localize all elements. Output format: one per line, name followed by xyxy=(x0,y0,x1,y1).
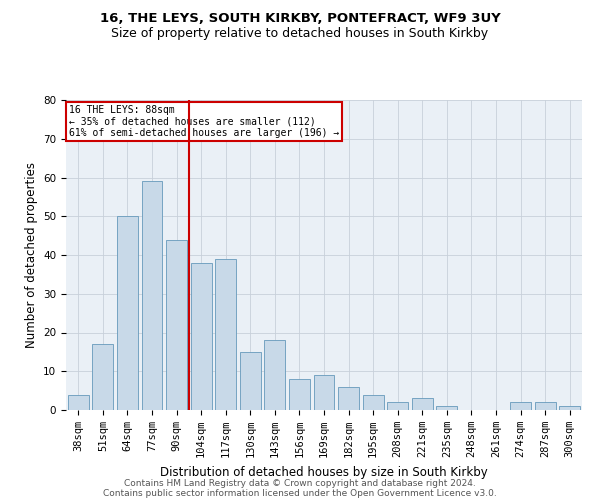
Bar xyxy=(289,379,310,410)
X-axis label: Distribution of detached houses by size in South Kirkby: Distribution of detached houses by size … xyxy=(160,466,488,478)
Bar xyxy=(559,406,580,410)
Bar xyxy=(265,340,286,410)
Bar xyxy=(412,398,433,410)
Y-axis label: Number of detached properties: Number of detached properties xyxy=(25,162,38,348)
Bar xyxy=(338,387,359,410)
Text: Contains public sector information licensed under the Open Government Licence v3: Contains public sector information licen… xyxy=(103,488,497,498)
Text: 16 THE LEYS: 88sqm
← 35% of detached houses are smaller (112)
61% of semi-detach: 16 THE LEYS: 88sqm ← 35% of detached hou… xyxy=(68,104,339,138)
Bar xyxy=(314,375,334,410)
Bar xyxy=(535,402,556,410)
Text: Contains HM Land Registry data © Crown copyright and database right 2024.: Contains HM Land Registry data © Crown c… xyxy=(124,478,476,488)
Bar xyxy=(191,263,212,410)
Bar xyxy=(387,402,408,410)
Bar xyxy=(510,402,531,410)
Bar xyxy=(142,182,163,410)
Bar xyxy=(166,240,187,410)
Bar xyxy=(362,394,383,410)
Bar xyxy=(436,406,457,410)
Bar xyxy=(215,259,236,410)
Bar xyxy=(92,344,113,410)
Bar xyxy=(117,216,138,410)
Bar xyxy=(68,394,89,410)
Bar xyxy=(240,352,261,410)
Text: Size of property relative to detached houses in South Kirkby: Size of property relative to detached ho… xyxy=(112,28,488,40)
Text: 16, THE LEYS, SOUTH KIRKBY, PONTEFRACT, WF9 3UY: 16, THE LEYS, SOUTH KIRKBY, PONTEFRACT, … xyxy=(100,12,500,26)
